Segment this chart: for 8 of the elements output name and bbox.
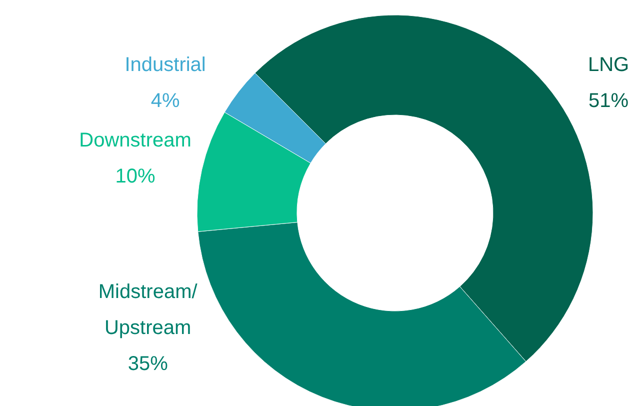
slice-label: Midstream/ Upstream (98, 281, 198, 339)
slice-label: Downstream (79, 129, 192, 152)
data-label: 51% (588, 90, 629, 112)
data-label: 10% (115, 165, 156, 188)
data-label: 35% (128, 353, 168, 375)
slice-label: Industrial (124, 54, 206, 76)
slice-label: LNG (588, 54, 630, 76)
data-label: 4% (150, 90, 180, 112)
